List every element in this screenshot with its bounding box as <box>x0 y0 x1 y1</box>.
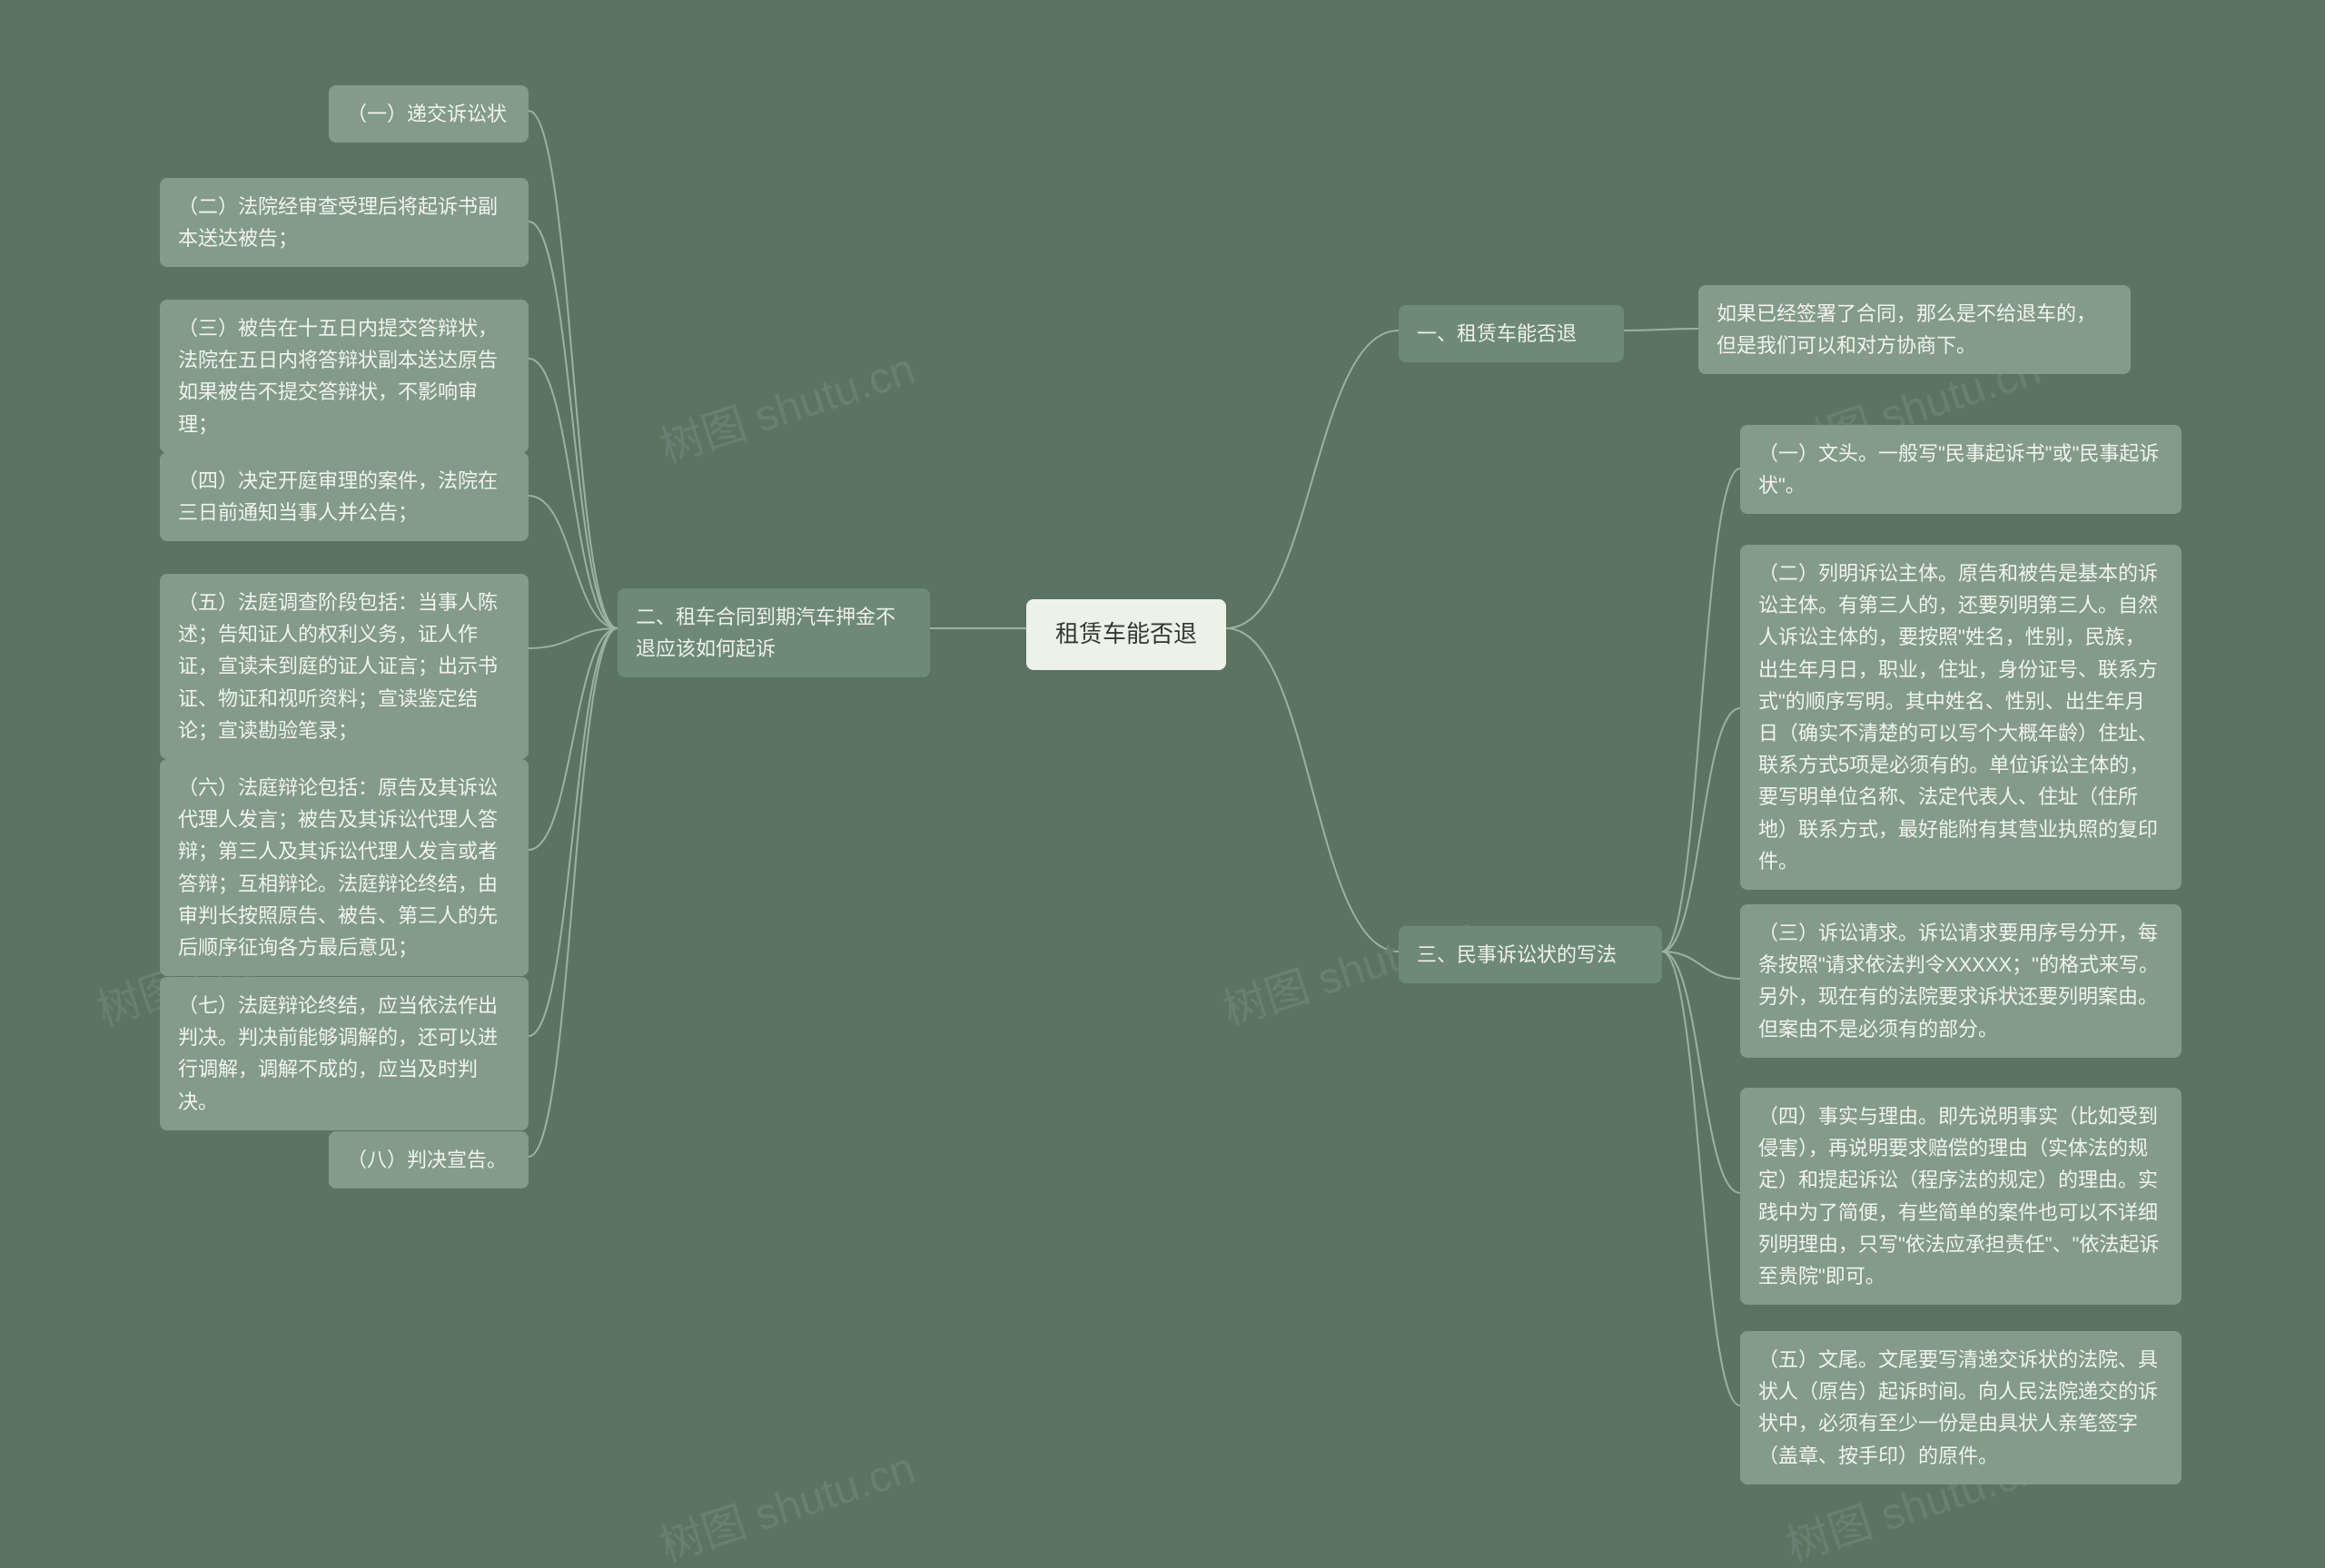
mindmap-node[interactable]: （一）递交诉讼状 <box>329 85 529 143</box>
watermark: 树图 shutu.cn <box>650 333 921 475</box>
mindmap-node[interactable]: （六）法庭辩论包括：原告及其诉讼代理人发言；被告及其诉讼代理人答辩；第三人及其诉… <box>160 759 529 976</box>
mindmap-canvas: 树图 shutu.cn树图 shutu.cn树图 shutu.cn树图 shut… <box>0 0 2325 1568</box>
mindmap-node[interactable]: 一、租赁车能否退 <box>1399 305 1624 362</box>
mindmap-node[interactable]: （五）文尾。文尾要写清递交诉状的法院、具状人（原告）起诉时间。向人民法院递交的诉… <box>1740 1331 2182 1484</box>
mindmap-node[interactable]: 租赁车能否退 <box>1026 599 1226 670</box>
watermark: 树图 shutu.cn <box>650 1432 921 1568</box>
mindmap-node[interactable]: 如果已经签署了合同，那么是不给退车的，但是我们可以和对方协商下。 <box>1698 285 2131 374</box>
mindmap-node[interactable]: （七）法庭辩论终结，应当依法作出判决。判决前能够调解的，还可以进行调解，调解不成… <box>160 977 529 1130</box>
mindmap-node[interactable]: （三）被告在十五日内提交答辩状，法院在五日内将答辩状副本送达原告如果被告不提交答… <box>160 300 529 453</box>
mindmap-node[interactable]: 三、民事诉讼状的写法 <box>1399 926 1662 983</box>
mindmap-node[interactable]: （四）事实与理由。即先说明事实（比如受到侵害），再说明要求赔偿的理由（实体法的规… <box>1740 1088 2182 1305</box>
mindmap-node[interactable]: （四）决定开庭审理的案件，法院在三日前通知当事人并公告； <box>160 452 529 541</box>
mindmap-node[interactable]: （八）判决宣告。 <box>329 1131 529 1188</box>
mindmap-node[interactable]: （一）文头。一般写"民事起诉书"或"民事起诉状"。 <box>1740 425 2182 514</box>
mindmap-node[interactable]: 二、租车合同到期汽车押金不退应该如何起诉 <box>618 588 930 677</box>
mindmap-node[interactable]: （五）法庭调查阶段包括：当事人陈述；告知证人的权利义务，证人作证，宣读未到庭的证… <box>160 574 529 759</box>
mindmap-node[interactable]: （三）诉讼请求。诉讼请求要用序号分开，每条按照"请求依法判令XXXXX；"的格式… <box>1740 904 2182 1058</box>
mindmap-node[interactable]: （二）列明诉讼主体。原告和被告是基本的诉讼主体。有第三人的，还要列明第三人。自然… <box>1740 545 2182 890</box>
mindmap-node[interactable]: （二）法院经审查受理后将起诉书副本送达被告； <box>160 178 529 267</box>
